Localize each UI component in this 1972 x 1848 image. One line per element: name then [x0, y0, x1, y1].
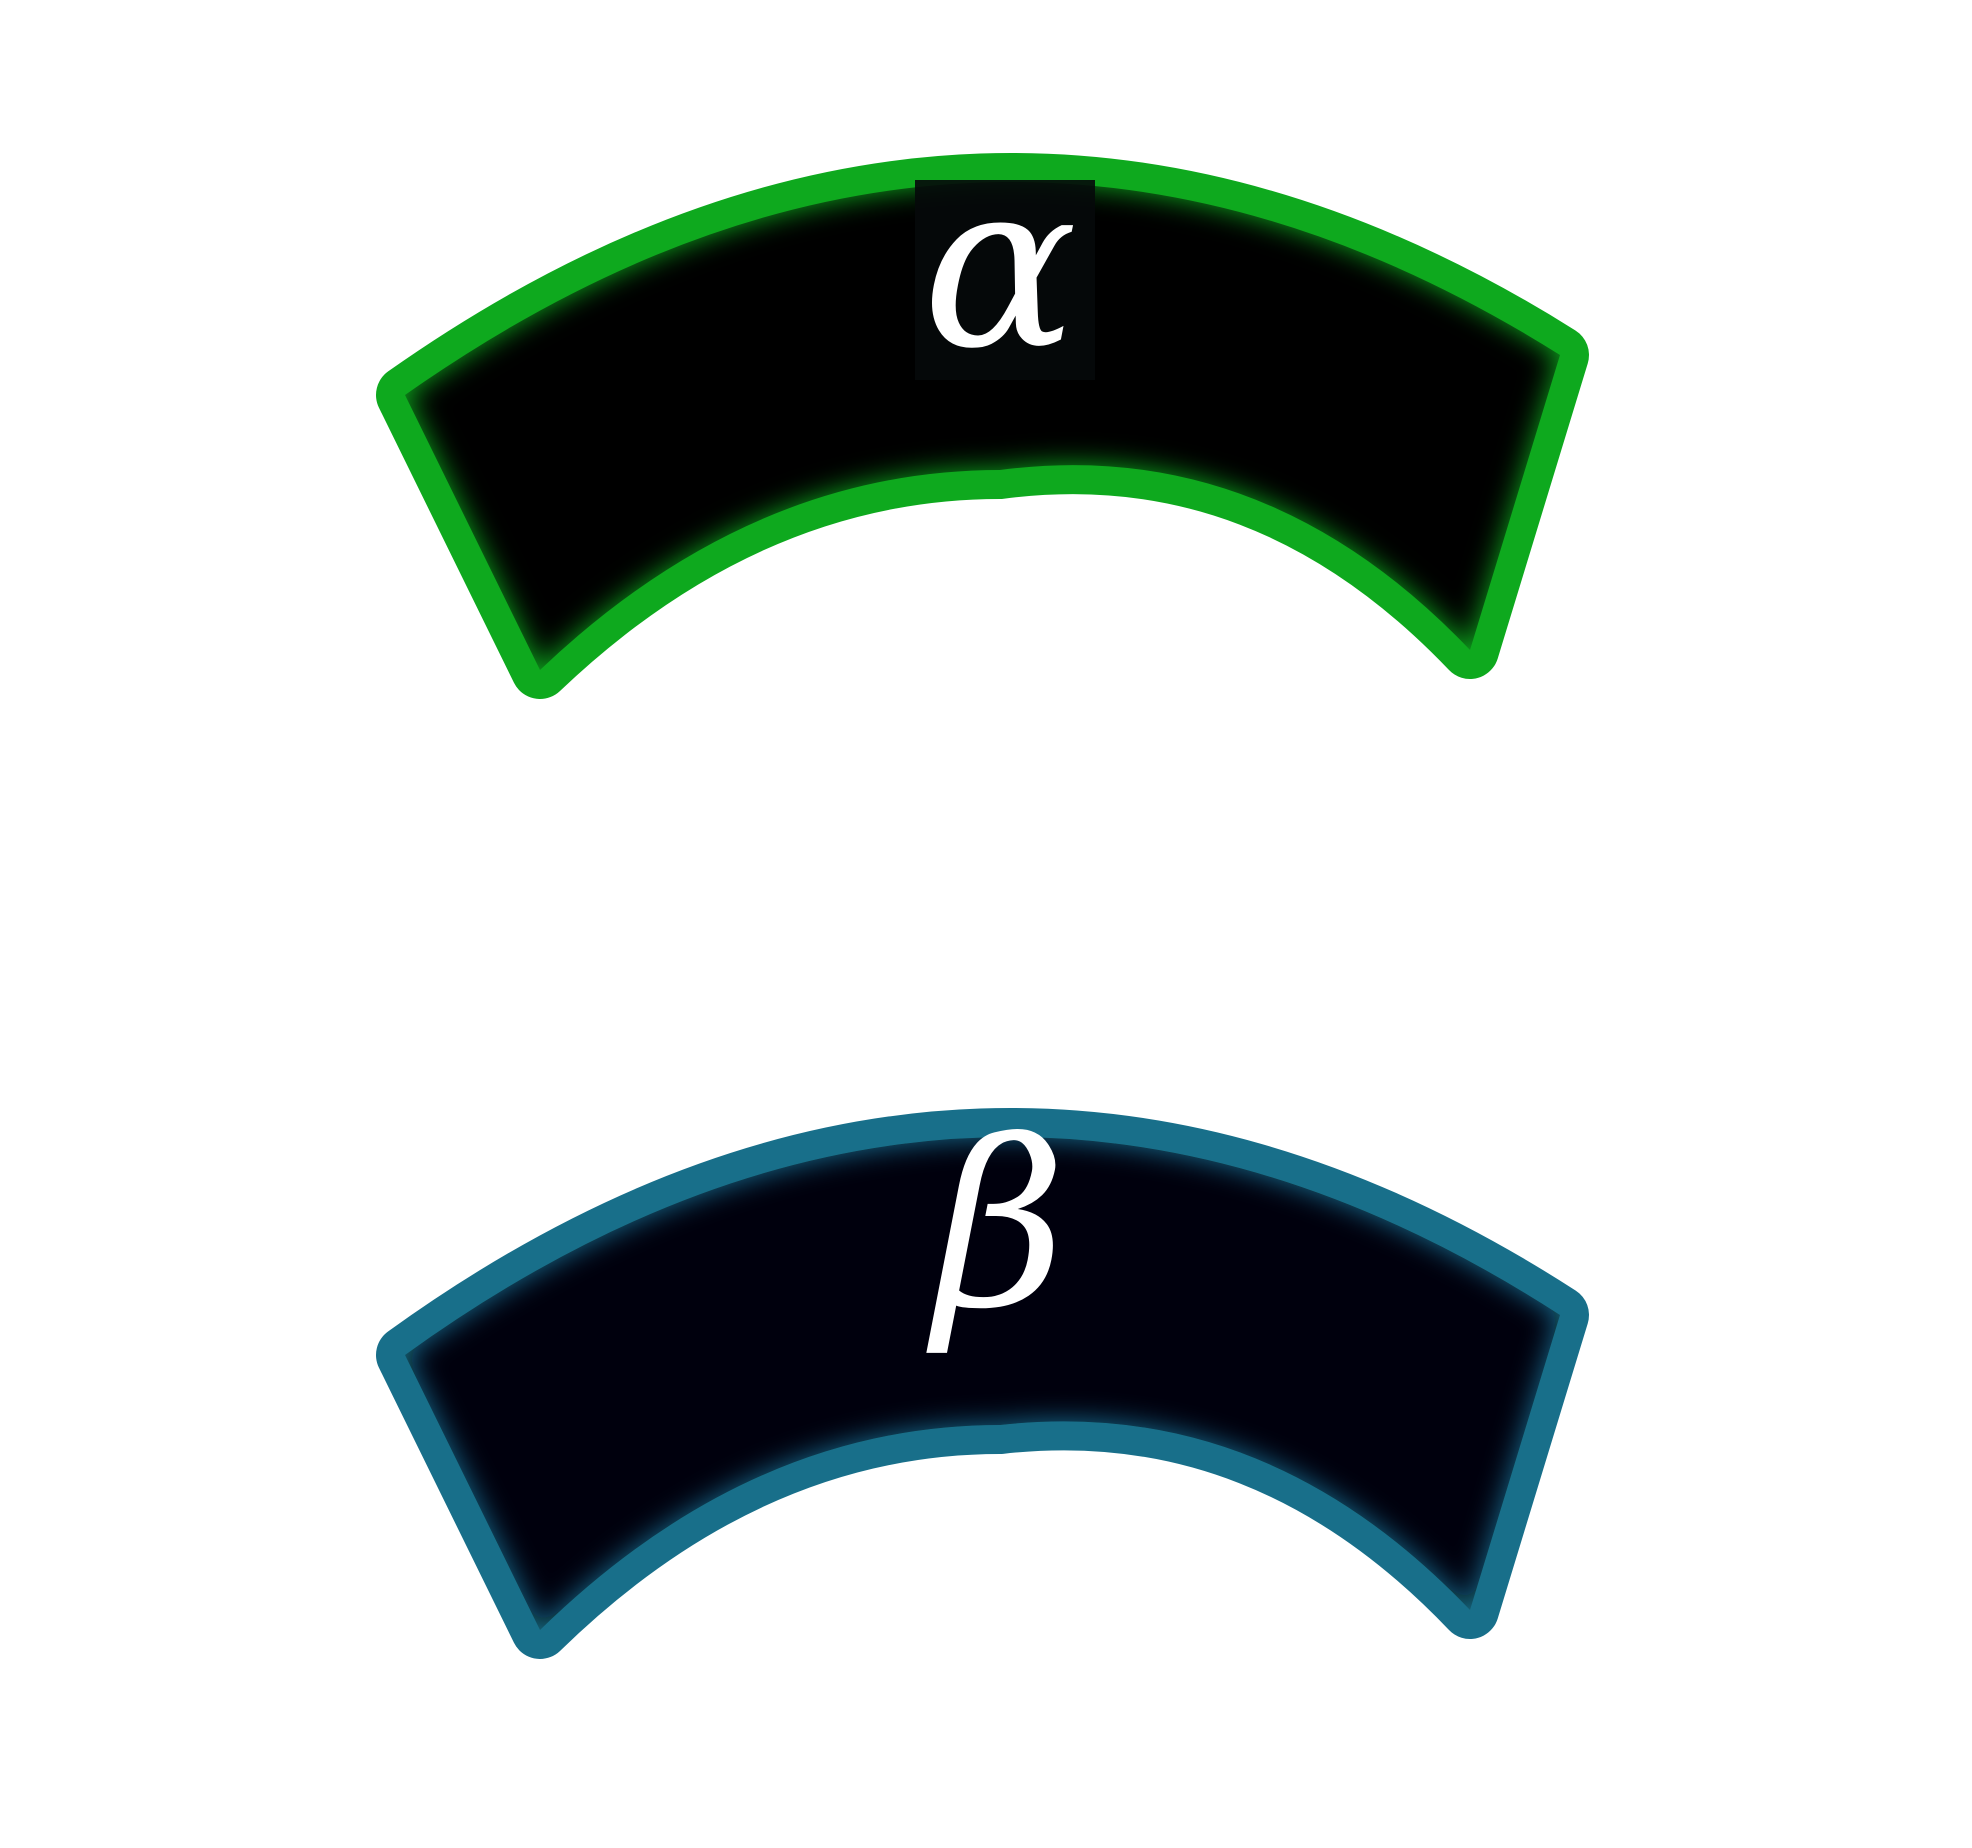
arch-shape-beta: β	[376, 1093, 1589, 1659]
arch-shape-alpha: α	[376, 133, 1589, 699]
arch-label-alpha: α	[922, 133, 1077, 400]
arch-dark-fill	[405, 181, 1560, 670]
arch-dark-fill	[405, 1136, 1560, 1630]
label-backdrop	[915, 180, 1095, 380]
arch-label-beta: β	[926, 1093, 1067, 1360]
